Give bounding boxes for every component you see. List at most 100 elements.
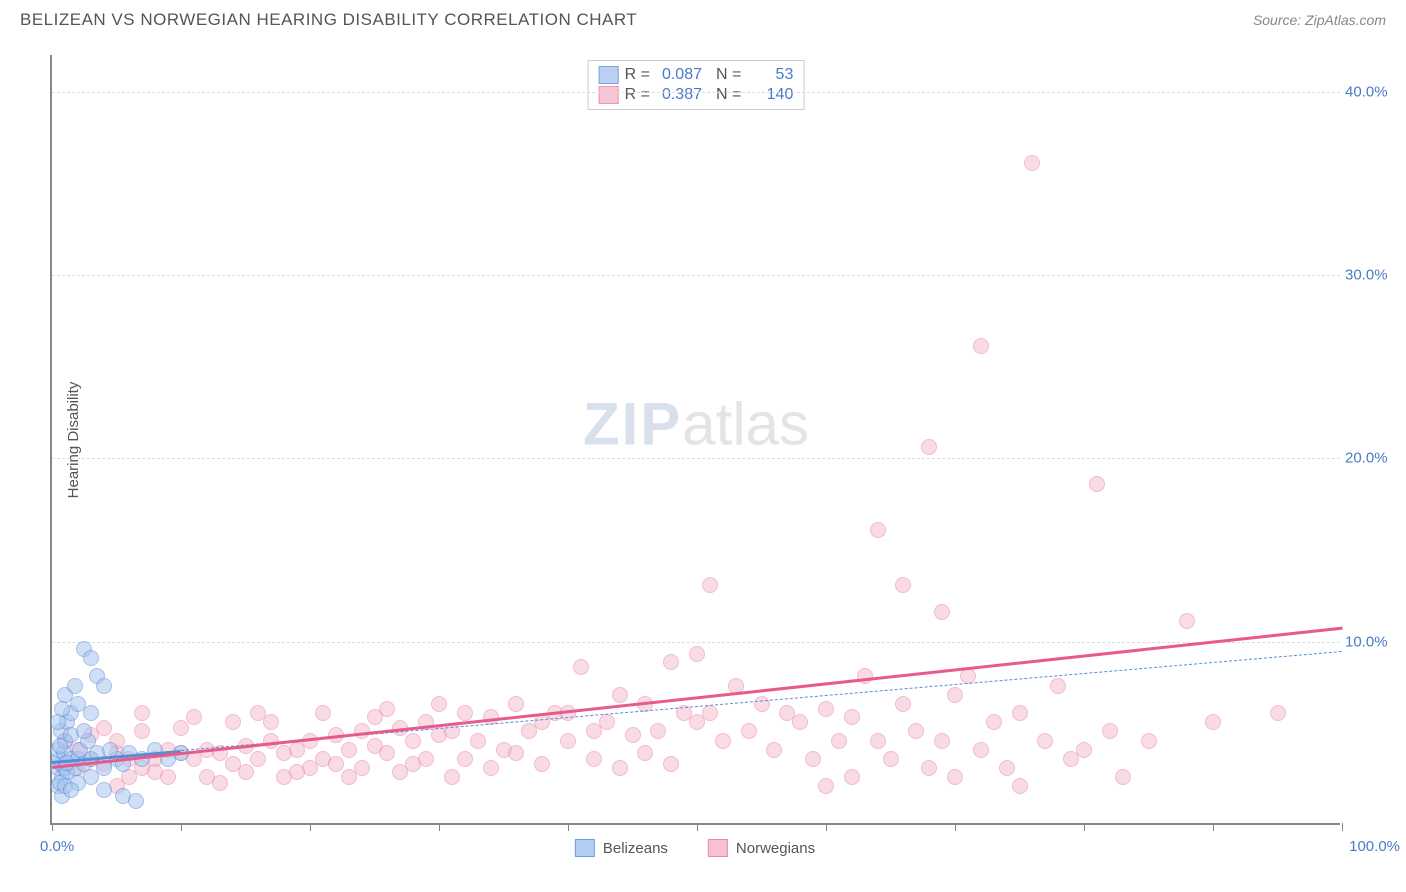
chart-container: Hearing Disability ZIPatlas R =0.087N =5… <box>50 55 1340 825</box>
scatter-point <box>844 769 860 785</box>
y-tick-label: 10.0% <box>1345 633 1400 650</box>
scatter-point <box>599 714 615 730</box>
scatter-point <box>586 751 602 767</box>
stats-legend: R = 0.087 N = 53R =0.387N =140 <box>588 60 805 110</box>
scatter-point <box>921 439 937 455</box>
scatter-point <box>1076 742 1092 758</box>
scatter-point <box>1115 769 1131 785</box>
scatter-point <box>1012 705 1028 721</box>
scatter-point <box>663 756 679 772</box>
scatter-point <box>134 723 150 739</box>
legend-swatch <box>599 86 619 104</box>
watermark: ZIPatlas <box>583 389 809 458</box>
scatter-point <box>379 745 395 761</box>
scatter-point <box>702 577 718 593</box>
scatter-point <box>1024 155 1040 171</box>
scatter-point <box>947 769 963 785</box>
r-label: R = <box>625 86 650 104</box>
scatter-point <box>857 668 873 684</box>
x-tick <box>1342 823 1343 831</box>
scatter-point <box>315 705 331 721</box>
x-axis-label-max: 100.0% <box>1349 838 1400 855</box>
scatter-point <box>1141 733 1157 749</box>
scatter-point <box>96 720 112 736</box>
scatter-point <box>54 701 70 717</box>
scatter-point <box>741 723 757 739</box>
scatter-point <box>754 696 770 712</box>
scatter-point <box>986 714 1002 730</box>
scatter-point <box>934 733 950 749</box>
scatter-point <box>999 760 1015 776</box>
n-label: N = <box>716 86 741 104</box>
scatter-point <box>225 714 241 730</box>
scatter-point <box>612 687 628 703</box>
chart-title: BELIZEAN VS NORWEGIAN HEARING DISABILITY… <box>20 10 637 30</box>
scatter-point <box>870 733 886 749</box>
stats-row: R =0.387N =140 <box>599 85 794 105</box>
scatter-point <box>844 709 860 725</box>
y-tick-label: 30.0% <box>1345 267 1400 284</box>
scatter-point <box>637 745 653 761</box>
r-value: 0.087 <box>656 66 702 84</box>
y-tick-label: 20.0% <box>1345 450 1400 467</box>
r-label: R = <box>625 66 650 84</box>
scatter-point <box>212 775 228 791</box>
scatter-point <box>818 778 834 794</box>
scatter-point <box>947 687 963 703</box>
scatter-point <box>444 769 460 785</box>
bottom-legend: Belizeans Norwegians <box>575 839 815 857</box>
grid-line <box>52 275 1340 276</box>
scatter-point <box>457 751 473 767</box>
scatter-point <box>96 678 112 694</box>
scatter-point <box>895 696 911 712</box>
stats-row: R = 0.087 N = 53 <box>599 65 794 85</box>
scatter-point <box>766 742 782 758</box>
scatter-point <box>534 756 550 772</box>
scatter-point <box>973 338 989 354</box>
scatter-point <box>612 760 628 776</box>
n-label: N = <box>716 66 741 84</box>
scatter-point <box>186 709 202 725</box>
y-tick-label: 40.0% <box>1345 83 1400 100</box>
scatter-point <box>96 782 112 798</box>
legend-label: Belizeans <box>603 840 668 857</box>
scatter-point <box>1012 778 1028 794</box>
x-tick <box>697 823 698 831</box>
scatter-point <box>392 764 408 780</box>
scatter-point <box>52 738 68 754</box>
grid-line <box>52 642 1340 643</box>
scatter-point <box>238 764 254 780</box>
legend-item: Norwegians <box>708 839 815 857</box>
scatter-point <box>67 678 83 694</box>
n-value: 53 <box>747 66 793 84</box>
x-tick <box>568 823 569 831</box>
legend-swatch <box>575 839 595 857</box>
scatter-point <box>1205 714 1221 730</box>
scatter-point <box>663 654 679 670</box>
scatter-point <box>405 733 421 749</box>
legend-item: Belizeans <box>575 839 668 857</box>
x-tick <box>52 823 53 831</box>
x-tick <box>1084 823 1085 831</box>
x-tick <box>181 823 182 831</box>
legend-swatch <box>599 66 619 84</box>
scatter-point <box>625 727 641 743</box>
scatter-point <box>560 733 576 749</box>
scatter-point <box>173 720 189 736</box>
grid-line <box>52 92 1340 93</box>
scatter-point <box>418 751 434 767</box>
scatter-point <box>973 742 989 758</box>
scatter-point <box>483 760 499 776</box>
trend-line <box>181 651 1342 751</box>
scatter-point <box>263 714 279 730</box>
scatter-point <box>870 522 886 538</box>
scatter-point <box>367 709 383 725</box>
scatter-point <box>921 760 937 776</box>
scatter-point <box>1037 733 1053 749</box>
x-tick <box>310 823 311 831</box>
x-tick <box>439 823 440 831</box>
scatter-point <box>1089 476 1105 492</box>
scatter-point <box>63 782 79 798</box>
scatter-point <box>328 756 344 772</box>
scatter-point <box>289 764 305 780</box>
